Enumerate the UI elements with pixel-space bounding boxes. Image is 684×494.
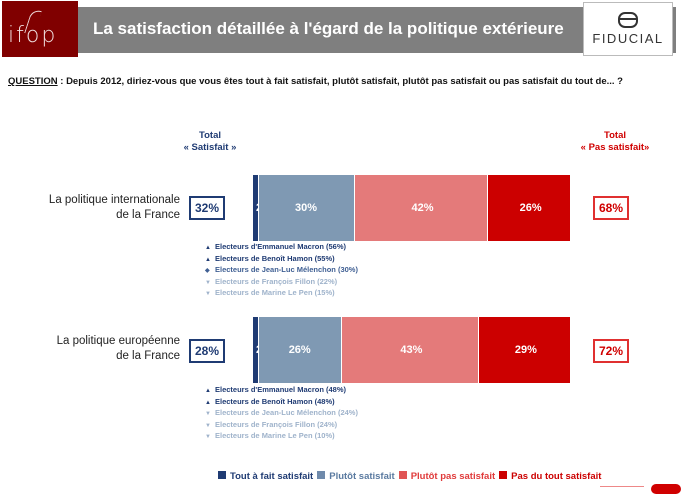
question-label: QUESTION [8, 76, 58, 87]
ifop-logo: ifop [2, 1, 78, 57]
header: ifop La satisfaction détaillée à l'égard… [0, 0, 684, 60]
voter-item: ▼ Electeurs de François Fillon (24%) [205, 420, 358, 432]
row-label-line2: de la France [116, 350, 180, 362]
row-label-europeenne: La politique européenne de la France [0, 334, 180, 364]
total-pas-satisfait-line2: « Pas satisfait» [580, 142, 650, 153]
total-satisfait-line2: « Satisfait » [183, 142, 237, 153]
trend-down-icon: ▼ [205, 434, 211, 440]
voter-item: ◆ Electeurs de Jean-Luc Mélenchon (30%) [205, 265, 358, 277]
legend-swatch-icon [398, 471, 407, 479]
legend-label: Plutôt pas satisfait [410, 471, 496, 482]
segment-plutot-pas [342, 317, 479, 383]
segment-pas-du-tout [478, 317, 571, 383]
trend-up-icon: ▲ [205, 388, 211, 394]
legend-item: Plutôt pas satisfait [398, 471, 496, 482]
total-satisfait-value: 32% [189, 196, 225, 220]
voter-text: Electeurs de Jean-Luc Mélenchon (30%) [215, 265, 358, 274]
stacked-bar: 2%30%42%26% [253, 175, 571, 241]
voter-item: ▲ Electeurs de Benoît Hamon (55%) [205, 254, 358, 266]
stacked-bar: 2%26%43%29% [253, 317, 571, 383]
segment-plutot-pas [354, 175, 489, 241]
segment-tout-a-fait [253, 317, 260, 383]
voter-item: ▼ Electeurs de Marine Le Pen (15%) [205, 288, 358, 300]
question-text: : Depuis 2012, diriez-vous que vous êtes… [57, 76, 623, 87]
voter-text: Electeurs de Marine Le Pen (15%) [215, 288, 335, 297]
footer-line [600, 486, 644, 487]
total-pas-satisfait-value: 72% [593, 339, 629, 363]
total-pas-satisfait-line1: Total [604, 130, 626, 141]
voters-list: ▲ Electeurs d'Emmanuel Macron (48%) ▲ Elect… [205, 385, 358, 443]
segment-value-label: 43% [400, 344, 423, 356]
voter-item: ▼ Electeurs de Jean-Luc Mélenchon (24%) [205, 408, 358, 420]
segment-value-label: 26% [288, 344, 311, 356]
legend-label: Pas du tout satisfait [511, 471, 602, 482]
voter-text: Electeurs de Benoît Hamon (48%) [215, 396, 335, 406]
total-pas-satisfait-header: Total « Pas satisfait» [560, 130, 670, 154]
voter-item: ▲ Electeurs d'Emmanuel Macron (48%) [205, 385, 358, 397]
question: QUESTION : Depuis 2012, diriez-vous que … [8, 76, 623, 87]
total-satisfait-value: 28% [189, 339, 225, 363]
trend-up-icon: ▲ [205, 256, 211, 263]
legend-label: Plutôt satisfait [329, 471, 395, 482]
segment-value-label: 29% [514, 344, 537, 356]
voter-item: ▲ Electeurs d'Emmanuel Macron (56%) [205, 242, 358, 254]
trend-equal-icon: ◆ [205, 268, 210, 274]
legend-item: Pas du tout satisfait [499, 471, 601, 482]
row-label-line1: La politique européenne [56, 335, 180, 347]
legend-swatch-icon [218, 471, 226, 479]
trend-down-icon: ▼ [205, 411, 211, 417]
voter-text: Electeurs de François Fillon (22%) [215, 276, 338, 286]
legend-swatch-icon [499, 471, 508, 479]
voter-text: Electeurs de Marine Le Pen (10%) [215, 431, 335, 440]
voters-list: ▲ Electeurs d'Emmanuel Macron (56%) ▲ Elect… [205, 242, 358, 300]
trend-up-icon: ▲ [205, 399, 211, 406]
legend-item: Plutôt satisfait [317, 471, 395, 482]
segment-tout-a-fait [253, 175, 260, 241]
footer-badge [651, 484, 681, 494]
segment-value-label: 30% [295, 202, 318, 214]
trend-down-icon: ▼ [205, 291, 211, 297]
legend-label: Tout à fait satisfait [230, 471, 314, 482]
header-bar [76, 7, 676, 53]
segment-plutot [259, 317, 343, 383]
fiducial-logo: FIDUCIAL [583, 2, 673, 56]
voter-text: Electeurs d'Emmanuel Macron (48%) [215, 385, 346, 394]
ifop-logo-text: ifop [8, 23, 58, 48]
row-label-line1: La politique internationale [48, 194, 180, 206]
voter-text: Electeurs de François Fillon (24%) [215, 419, 338, 429]
voter-text: Electeurs de Jean-Luc Mélenchon (24%) [215, 408, 358, 417]
trend-down-icon: ▼ [205, 422, 211, 429]
segment-value-label: 42% [411, 202, 434, 214]
legend: Tout à fait satisfait Plutôt satisfait Plu… [218, 471, 605, 482]
row-label-international: La politique internationale de la France [0, 193, 180, 223]
trend-up-icon: ▲ [205, 245, 211, 251]
voter-item: ▲ Electeurs de Benoît Hamon (48%) [205, 397, 358, 409]
fiducial-mark-icon [618, 12, 638, 28]
page-title: La satisfaction détaillée à l'égard de l… [93, 19, 564, 38]
legend-swatch-icon [317, 471, 326, 479]
total-satisfait-line1: Total [199, 130, 221, 141]
fiducial-logo-text: FIDUCIAL [592, 31, 664, 46]
total-satisfait-header: Total « Satisfait » [160, 130, 260, 154]
voter-text: Electeurs d'Emmanuel Macron (56%) [215, 242, 346, 251]
segment-pas-du-tout [488, 175, 571, 241]
legend-item: Tout à fait satisfait [218, 471, 313, 482]
voter-item: ▼ Electeurs de Marine Le Pen (10%) [205, 431, 358, 443]
trend-down-icon: ▼ [205, 279, 211, 286]
segment-value-label: 26% [519, 202, 542, 214]
row-label-line2: de la France [116, 209, 180, 221]
voter-text: Electeurs de Benoît Hamon (55%) [215, 253, 335, 263]
total-pas-satisfait-value: 68% [593, 196, 629, 220]
segment-plutot [259, 175, 355, 241]
voter-item: ▼ Electeurs de François Fillon (22%) [205, 277, 358, 289]
